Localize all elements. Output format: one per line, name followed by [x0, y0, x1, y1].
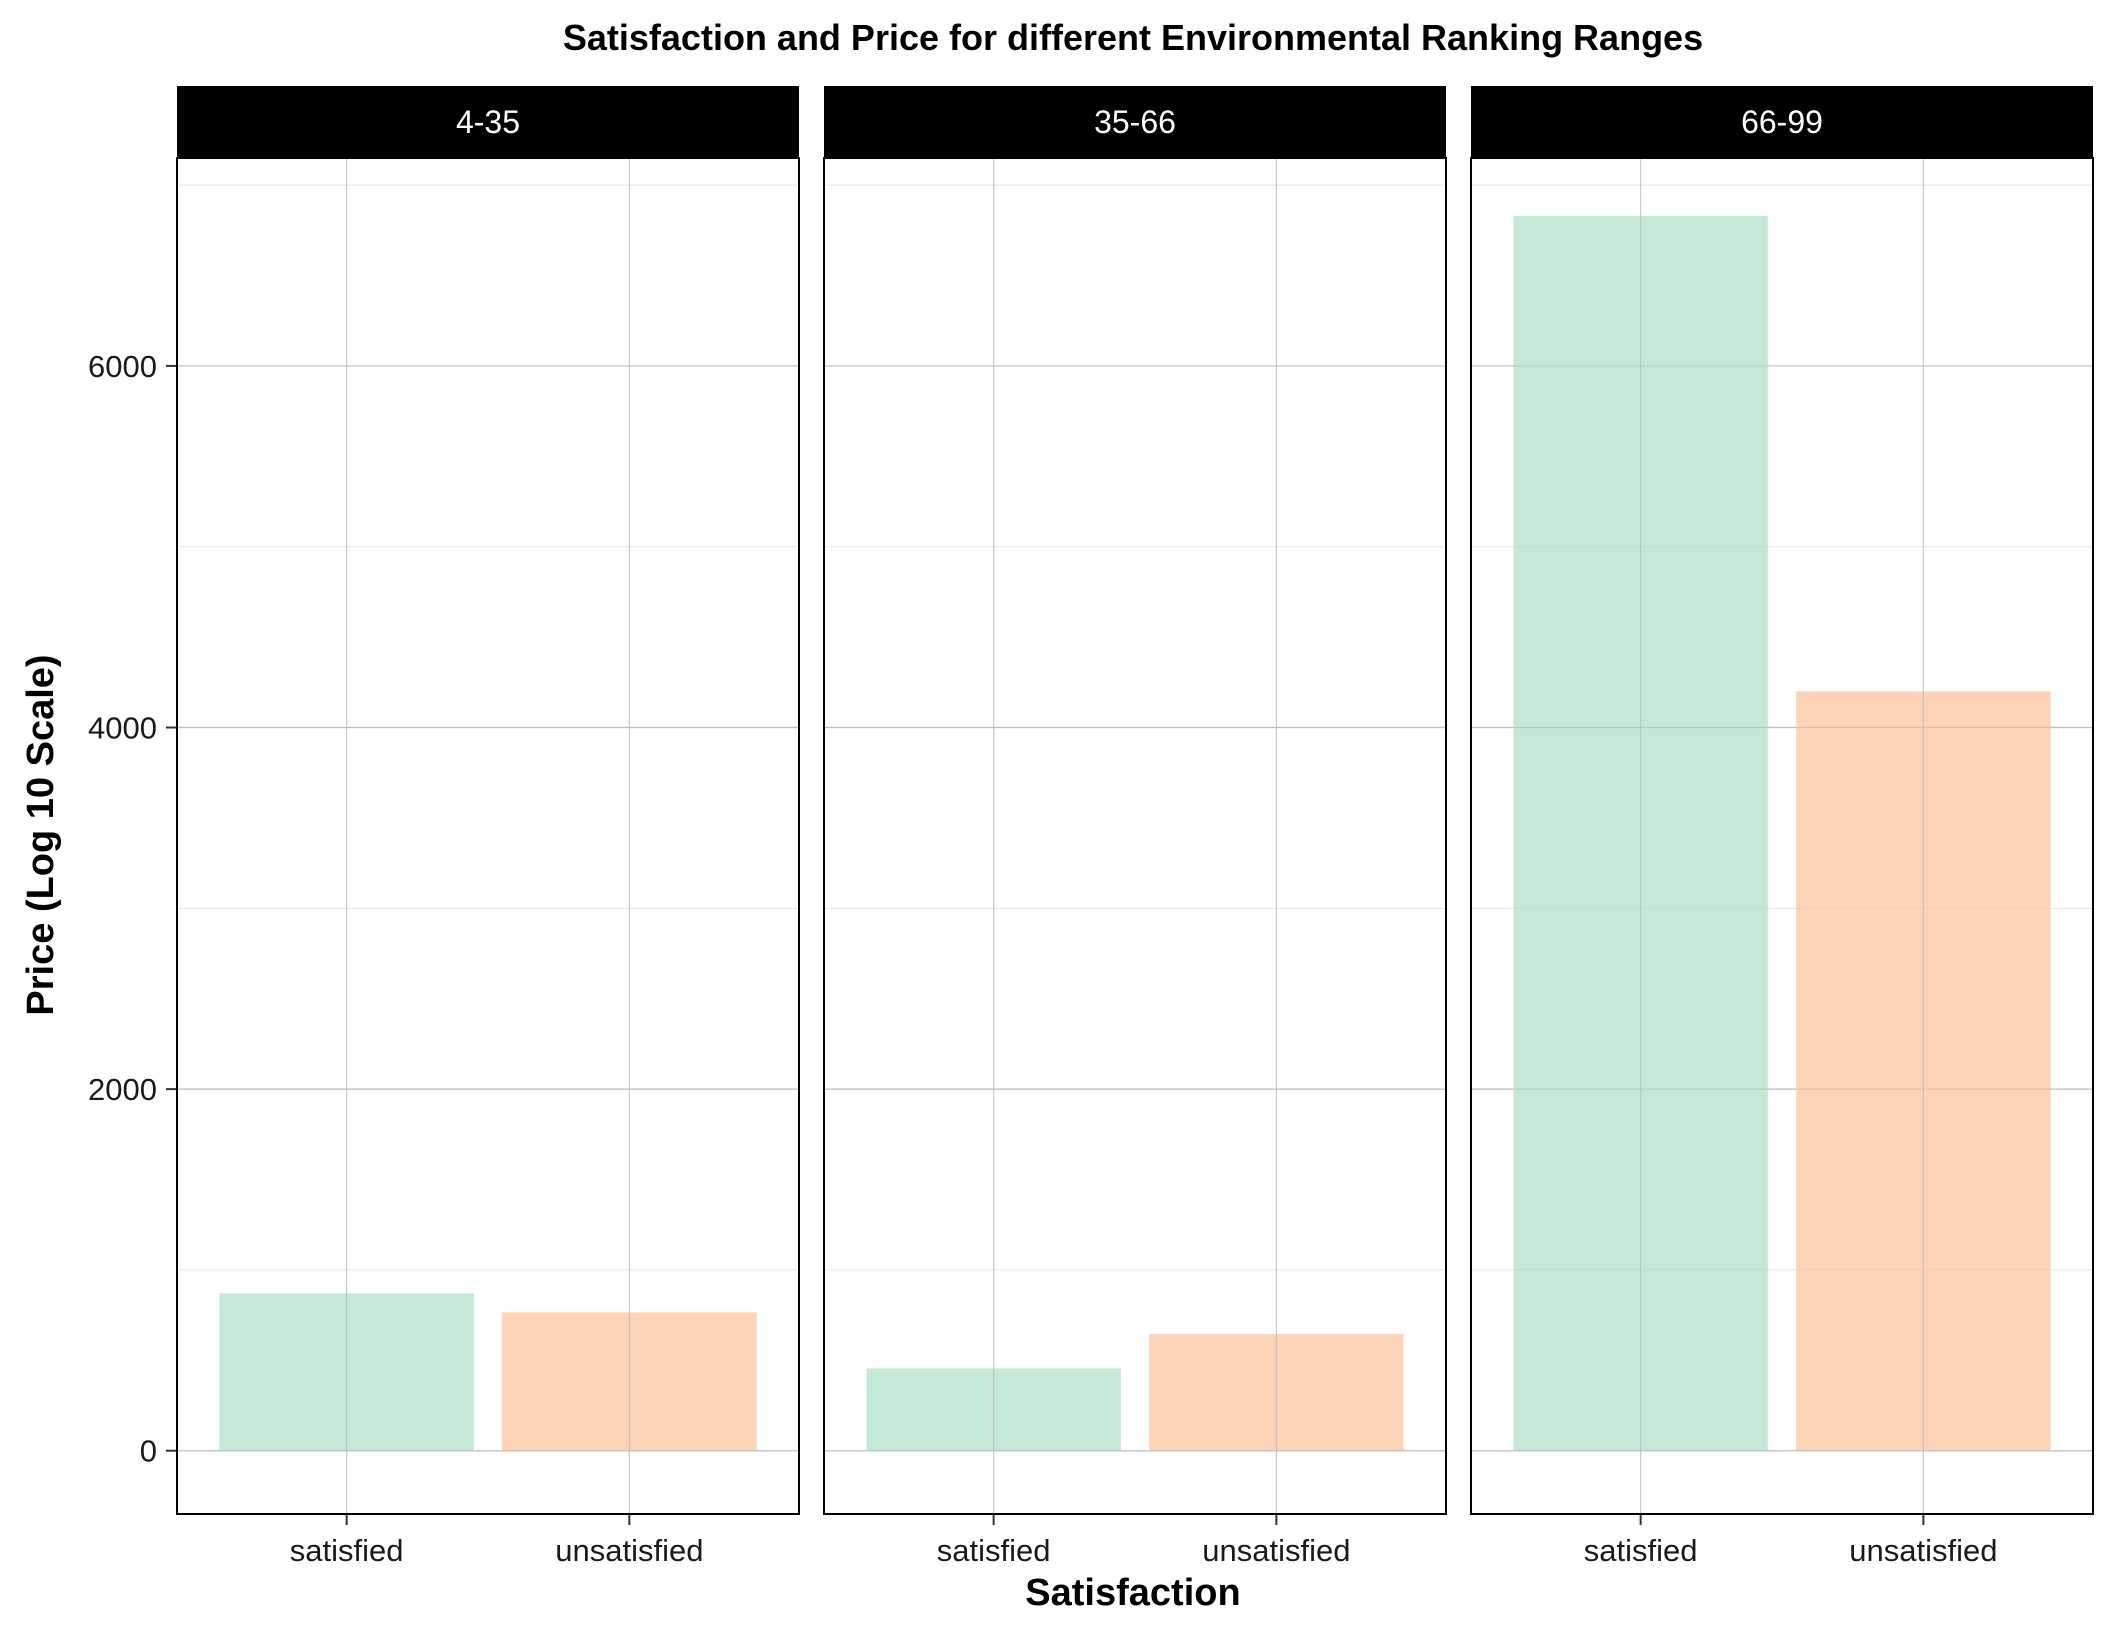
y-axis-ticks: 0 2000 4000 6000: [88, 349, 177, 1469]
facet-panel-66-99: satisfied unsatisfied 66-99: [1470, 86, 2094, 1568]
x-axis-label: Satisfaction: [1025, 1572, 1240, 1614]
facet-strip-label: 66-99: [1741, 104, 1823, 140]
facet-strip: [1471, 86, 2093, 158]
x-tick-label: satisfied: [290, 1533, 404, 1568]
y-tick-label: 6000: [88, 349, 157, 384]
facet-strip: [177, 86, 799, 158]
panel-background: [824, 158, 1446, 1514]
x-tick-label: unsatisfied: [1849, 1533, 1997, 1568]
y-tick-label: 4000: [88, 711, 157, 746]
x-tick-label: satisfied: [937, 1533, 1051, 1568]
chart-title: Satisfaction and Price for different Env…: [563, 17, 1703, 58]
facet-strip-label: 35-66: [1094, 104, 1176, 140]
facet-strip-label: 4-35: [456, 104, 520, 140]
x-tick-label: unsatisfied: [1202, 1533, 1350, 1568]
facet-strip: [824, 86, 1446, 158]
facet-panels: satisfied unsatisfied 4-35 satisfied unsatis…: [176, 86, 2094, 1568]
facet-panel-4-35: satisfied unsatisfied 4-35: [176, 86, 800, 1568]
panel-background: [177, 158, 799, 1514]
y-tick-label: 0: [140, 1434, 157, 1469]
y-axis-label: Price (Log 10 Scale): [20, 654, 62, 1015]
facet-panel-35-66: satisfied unsatisfied 35-66: [823, 86, 1447, 1568]
x-tick-label: satisfied: [1584, 1533, 1698, 1568]
x-tick-label: unsatisfied: [555, 1533, 703, 1568]
y-tick-label: 2000: [88, 1072, 157, 1107]
